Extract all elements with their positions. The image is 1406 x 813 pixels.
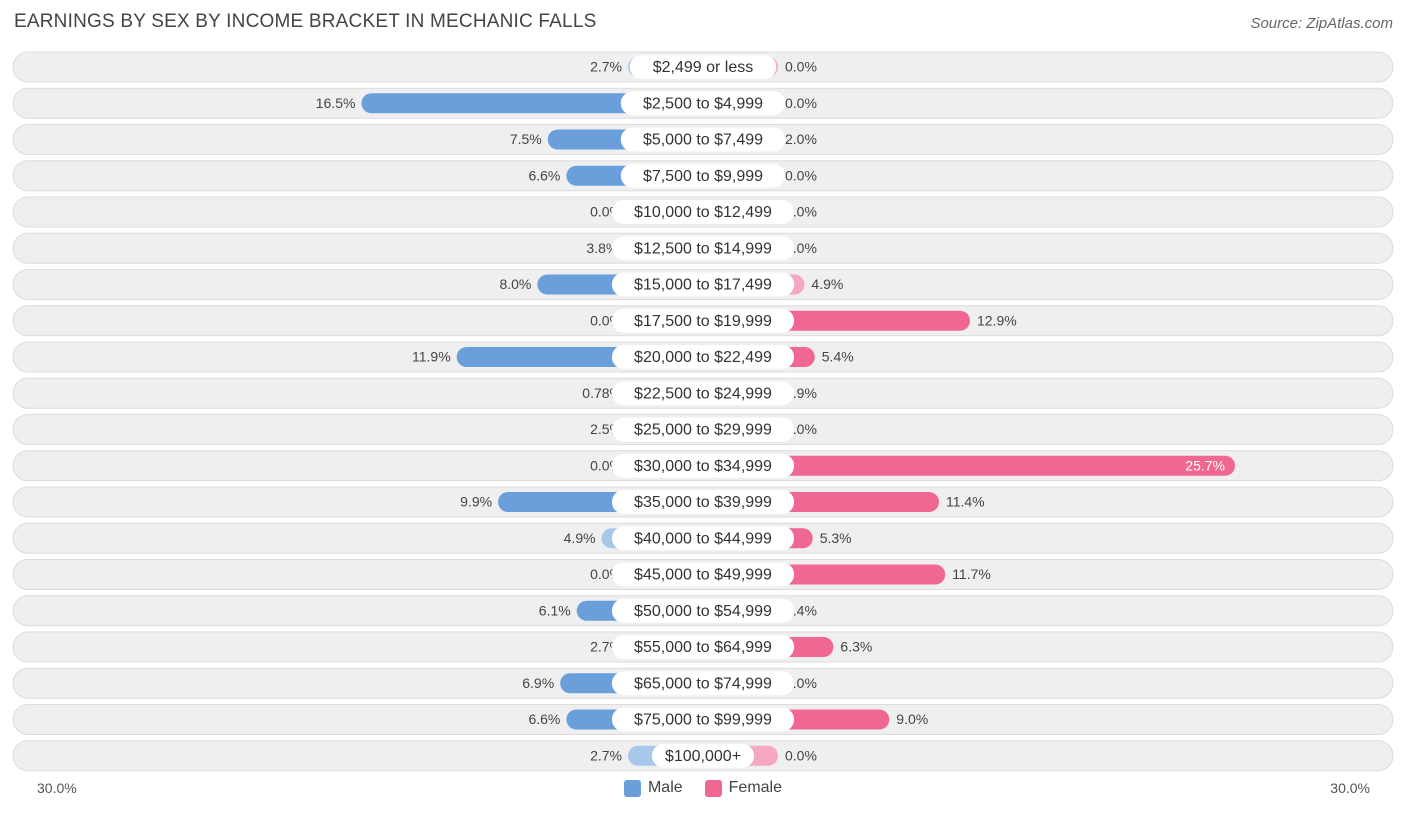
female-value-label: 0.0% xyxy=(785,95,817,111)
female-value-label: 6.3% xyxy=(840,639,872,655)
male-value-label: 0.78% xyxy=(582,385,622,401)
category-label-bg xyxy=(611,635,795,659)
category-label-bg xyxy=(611,381,795,406)
category-label-bg xyxy=(611,308,795,333)
female-value-label: 11.4% xyxy=(946,494,985,510)
category-label-bg xyxy=(611,453,795,478)
female-value-label: 4.9% xyxy=(811,276,843,292)
female-bar xyxy=(703,455,1235,476)
source-label: Source: ZipAtlas.com xyxy=(1250,15,1393,32)
category-label-bg xyxy=(611,236,795,261)
male-value-label: 2.7% xyxy=(590,59,622,75)
male-bar xyxy=(361,93,703,114)
category-label-bg xyxy=(611,200,795,224)
category-label: $7,500 to $9,999 xyxy=(643,168,763,185)
category-label: $25,000 to $29,999 xyxy=(634,422,772,439)
category-label-bg xyxy=(620,163,786,188)
chart-title: EARNINGS BY SEX BY INCOME BRACKET IN MEC… xyxy=(14,11,597,32)
category-label: $30,000 to $34,999 xyxy=(634,458,772,475)
category-label: $35,000 to $39,999 xyxy=(634,494,772,511)
category-label: $12,500 to $14,999 xyxy=(634,240,772,257)
category-label: $75,000 to $99,999 xyxy=(634,712,772,729)
category-label: $20,000 to $22,499 xyxy=(634,349,772,366)
category-label: $10,000 to $12,499 xyxy=(634,204,772,221)
legend-item-female[interactable]: Female xyxy=(704,779,783,797)
axis-max-label: 30.0% xyxy=(1330,780,1370,796)
female-value-label: 5.3% xyxy=(820,530,852,546)
category-label: $100,000+ xyxy=(665,748,741,765)
male-value-label: 8.0% xyxy=(499,276,531,292)
category-label-bg xyxy=(651,743,755,768)
male-value-label: 6.9% xyxy=(522,675,554,691)
male-value-label: 2.7% xyxy=(590,747,622,763)
category-label: $22,500 to $24,999 xyxy=(634,385,772,402)
female-value-label: 0.0% xyxy=(785,747,817,763)
category-label: $15,000 to $17,499 xyxy=(634,277,772,294)
category-label: $45,000 to $49,999 xyxy=(634,567,772,584)
legend-swatch-female xyxy=(704,779,722,797)
category-label-bg xyxy=(611,272,795,297)
category-label-bg xyxy=(611,671,795,696)
category-label: $55,000 to $64,999 xyxy=(634,639,772,656)
female-value-label: 11.7% xyxy=(952,566,991,582)
category-label: $2,500 to $4,999 xyxy=(643,95,763,112)
legend-label-male: Male xyxy=(647,779,683,796)
category-label-bg xyxy=(629,55,777,79)
male-value-label: 6.6% xyxy=(528,711,560,727)
female-value-label: 2.0% xyxy=(785,131,817,147)
male-value-label: 7.5% xyxy=(510,131,542,147)
category-label: $17,500 to $19,999 xyxy=(634,313,772,330)
category-label-bg xyxy=(611,490,795,514)
female-value-label: 25.7% xyxy=(1185,457,1225,473)
category-label-bg xyxy=(611,598,795,623)
chart-area: 2.7% 0.0% $2,499 or less 16.5% 0.0% $2,500 to… xyxy=(12,51,1394,772)
male-value-label: 9.9% xyxy=(460,494,492,510)
female-value-label: 0.0% xyxy=(785,167,817,183)
category-label-bg xyxy=(620,91,786,116)
male-value-label: 4.9% xyxy=(564,530,596,546)
male-value-label: 6.1% xyxy=(539,602,571,618)
category-label-bg xyxy=(611,707,795,732)
category-label-bg xyxy=(611,417,795,442)
male-value-label: 11.9% xyxy=(412,349,451,365)
category-label: $2,499 or less xyxy=(653,59,754,76)
legend: Male Female xyxy=(0,779,1406,797)
category-label-bg xyxy=(611,562,795,587)
legend-label-female: Female xyxy=(728,779,783,796)
female-value-label: 12.9% xyxy=(977,312,1017,328)
female-value-label: 0.0% xyxy=(785,59,817,75)
male-value-label: 3.8% xyxy=(586,240,618,256)
male-value-label: 6.6% xyxy=(528,167,560,183)
legend-swatch-male xyxy=(623,779,641,797)
category-label-bg xyxy=(611,345,795,369)
category-label: $50,000 to $54,999 xyxy=(634,603,772,620)
category-label: $40,000 to $44,999 xyxy=(634,530,772,547)
female-value-label: 5.4% xyxy=(822,349,854,365)
axis-min-label: 30.0% xyxy=(37,780,77,796)
category-label: $5,000 to $7,499 xyxy=(643,132,763,149)
category-label: $65,000 to $74,999 xyxy=(634,675,772,692)
category-label-bg xyxy=(620,127,786,152)
female-value-label: 9.0% xyxy=(896,711,928,727)
category-label-bg xyxy=(611,526,795,551)
male-value-label: 16.5% xyxy=(316,95,356,111)
legend-item-male[interactable]: Male xyxy=(623,779,683,797)
